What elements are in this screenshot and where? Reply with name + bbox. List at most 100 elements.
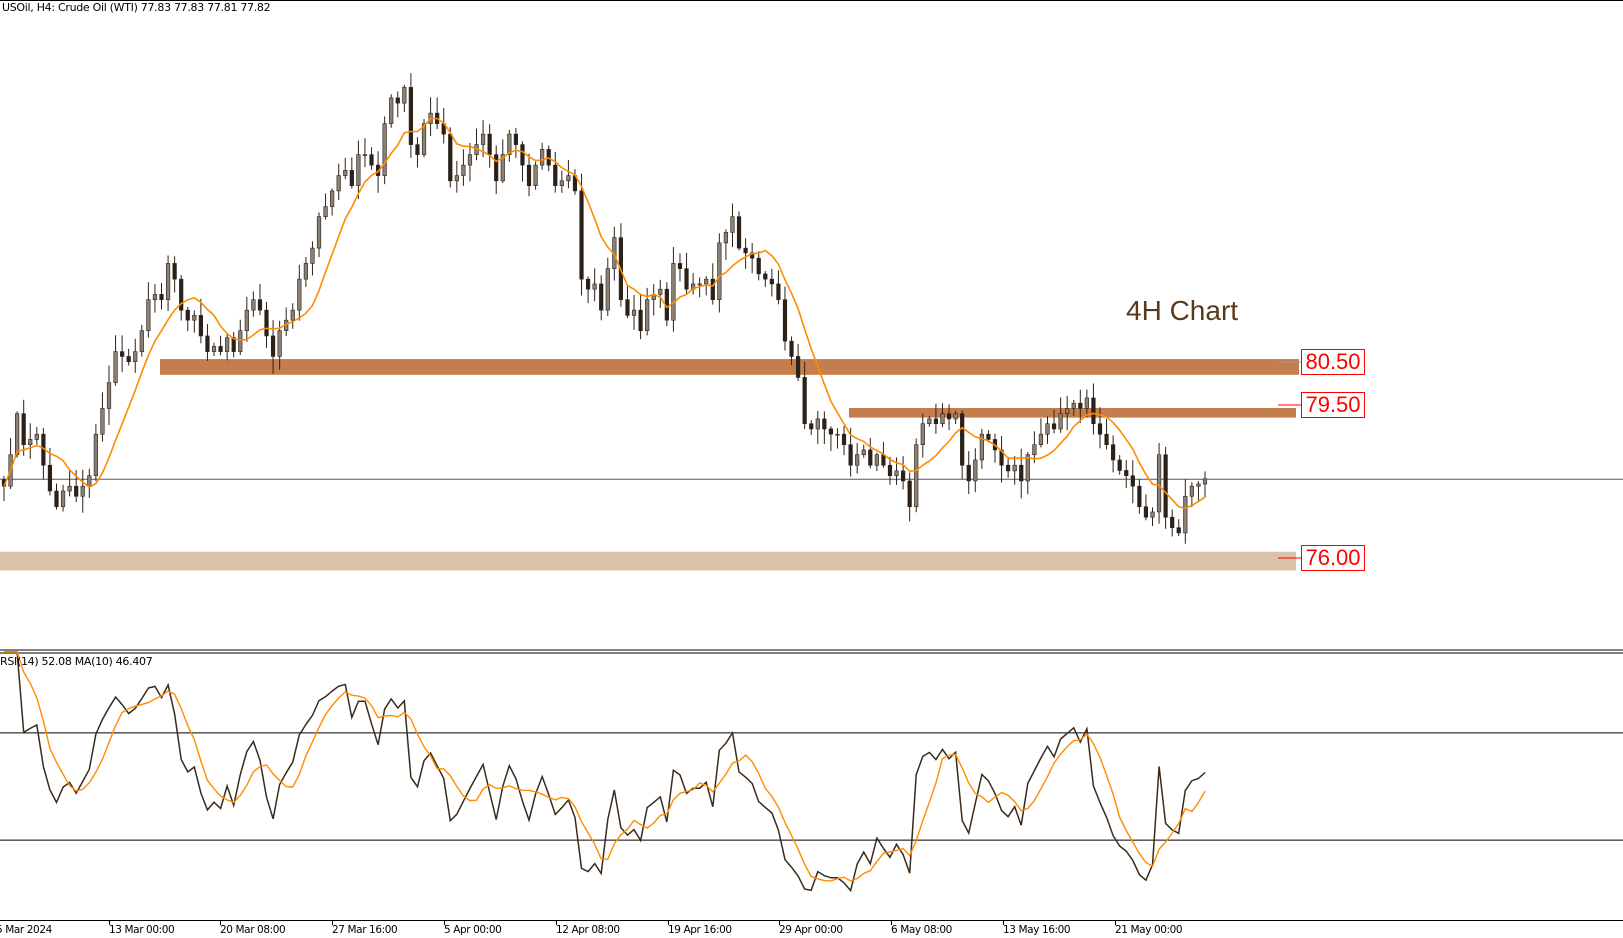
candle-body — [927, 418, 932, 425]
candle — [966, 451, 971, 495]
candle — [690, 273, 696, 295]
candle-body — [631, 309, 637, 316]
candle — [1156, 442, 1162, 524]
candle — [264, 301, 269, 348]
candle-body — [861, 449, 866, 456]
candle-body — [585, 278, 591, 290]
candle-body — [336, 175, 341, 192]
candle-body — [960, 413, 965, 466]
candle-body — [494, 154, 499, 182]
candle — [796, 343, 801, 382]
candle-body — [953, 413, 958, 420]
candle-body — [290, 309, 295, 321]
candle-body — [658, 288, 663, 295]
candle — [979, 428, 984, 469]
candle — [402, 84, 407, 113]
candle-body — [21, 413, 26, 445]
candle-body — [1104, 433, 1109, 445]
candle-body — [769, 278, 774, 285]
time-tick-label: 13 Mar 00:00 — [109, 924, 175, 936]
candle-body — [330, 190, 335, 207]
candle — [769, 268, 774, 297]
candle-body — [362, 154, 368, 156]
candle-body — [973, 459, 978, 482]
candle-body — [303, 263, 308, 280]
candle-body — [179, 278, 184, 311]
candle — [60, 484, 66, 512]
candle-body — [159, 294, 164, 300]
candle-body — [139, 330, 144, 352]
candle — [1163, 446, 1168, 529]
candle — [133, 338, 138, 373]
time-tick-label: 13 May 16:00 — [1003, 924, 1071, 936]
candle — [717, 233, 722, 313]
candle-body — [979, 433, 984, 461]
candle-body — [480, 133, 486, 145]
candle — [960, 410, 965, 479]
level-label-80-50[interactable]: 80.50 — [1301, 349, 1365, 375]
candle-body — [231, 337, 236, 352]
candle-body — [1150, 511, 1155, 518]
candle — [395, 91, 400, 118]
candle-body — [848, 444, 853, 466]
level-zones — [0, 359, 1299, 571]
candle — [750, 243, 755, 274]
candle-body — [704, 278, 709, 285]
candle-body — [54, 490, 59, 508]
candle-body — [80, 485, 85, 497]
candle-body — [1202, 478, 1208, 485]
candle-body — [152, 294, 158, 300]
candle-body — [113, 351, 118, 383]
candle-body — [999, 449, 1004, 466]
candle-body — [835, 433, 840, 436]
candle-body — [796, 356, 801, 378]
candle — [1150, 507, 1155, 527]
candle — [526, 153, 532, 197]
candle — [638, 294, 643, 340]
candle — [192, 310, 197, 333]
candle — [34, 426, 39, 445]
candle-body — [146, 299, 151, 331]
candle — [723, 229, 729, 260]
candle-body — [776, 283, 781, 300]
candle — [815, 410, 820, 445]
candle-body — [93, 433, 98, 477]
candle — [1012, 456, 1017, 485]
candle — [15, 411, 20, 458]
candle — [1176, 519, 1181, 537]
time-axis-ticks — [109, 920, 1116, 925]
candle-body — [218, 346, 223, 352]
candle — [645, 287, 650, 336]
candle-body — [1130, 475, 1135, 487]
candle-body — [244, 309, 249, 331]
candle — [507, 129, 512, 162]
level-label-79-50[interactable]: 79.50 — [1301, 392, 1365, 418]
candle-body — [901, 470, 906, 482]
candle-body — [789, 340, 794, 357]
candle — [855, 442, 860, 474]
candle-body — [382, 123, 387, 176]
candle — [1038, 418, 1044, 448]
candle-body — [1058, 413, 1063, 430]
candle — [343, 157, 348, 179]
candle — [225, 333, 230, 361]
candle — [907, 472, 912, 522]
candle-body — [940, 413, 945, 425]
candle — [303, 256, 308, 287]
candle — [80, 469, 85, 513]
candle-body — [343, 170, 348, 176]
candle — [513, 127, 519, 158]
candle-body — [828, 428, 834, 435]
candle — [500, 139, 505, 184]
candle — [684, 252, 689, 295]
candle — [1170, 509, 1175, 537]
candle-body — [356, 154, 361, 186]
candle-body — [500, 154, 505, 182]
candle-body — [1071, 402, 1076, 409]
level-label-76-00[interactable]: 76.00 — [1301, 545, 1365, 571]
candle-body — [185, 309, 190, 321]
candle — [1091, 383, 1096, 435]
candle-body — [809, 423, 814, 430]
rsi-line — [4, 651, 1206, 893]
